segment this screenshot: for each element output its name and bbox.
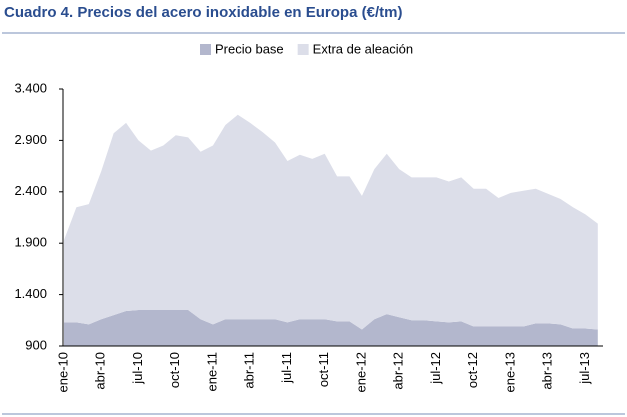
x-tick-label: abr-13 — [540, 352, 555, 390]
y-tick-label: 1.900 — [14, 235, 47, 250]
y-tick-label: 3.400 — [14, 80, 47, 95]
area — [64, 114, 598, 330]
x-tick-label: oct-11 — [316, 352, 331, 387]
x-tick-label: ene-13 — [502, 352, 517, 392]
x-tick-label: oct-12 — [465, 352, 480, 388]
x-tick-label: ene-11 — [204, 352, 219, 392]
x-tick-label: jul-12 — [428, 352, 443, 385]
x-tick-label: oct-10 — [167, 352, 182, 388]
legend-swatch — [200, 44, 211, 55]
x-tick-label: abr-12 — [391, 352, 406, 390]
chart-title: Cuadro 4. Precios del acero inoxidable e… — [4, 4, 402, 21]
legend-label: Precio base — [215, 41, 284, 56]
y-tick-label: 900 — [25, 337, 47, 352]
legend-label: Extra de aleación — [313, 41, 413, 56]
y-tick-label: 2.900 — [14, 132, 47, 147]
x-tick-label: ene-12 — [353, 352, 368, 392]
x-tick-label: jul-13 — [577, 352, 592, 385]
y-tick-label: 2.400 — [14, 183, 47, 198]
x-tick-label: ene-10 — [55, 352, 70, 392]
x-tick-label: jul-11 — [279, 352, 294, 384]
y-tick-label: 1.400 — [14, 286, 47, 301]
legend-swatch — [297, 44, 309, 55]
x-tick-label: abr-10 — [93, 352, 108, 390]
x-tick-label: jul-10 — [130, 352, 145, 385]
area — [64, 310, 598, 346]
x-tick-label: abr-11 — [242, 352, 257, 389]
